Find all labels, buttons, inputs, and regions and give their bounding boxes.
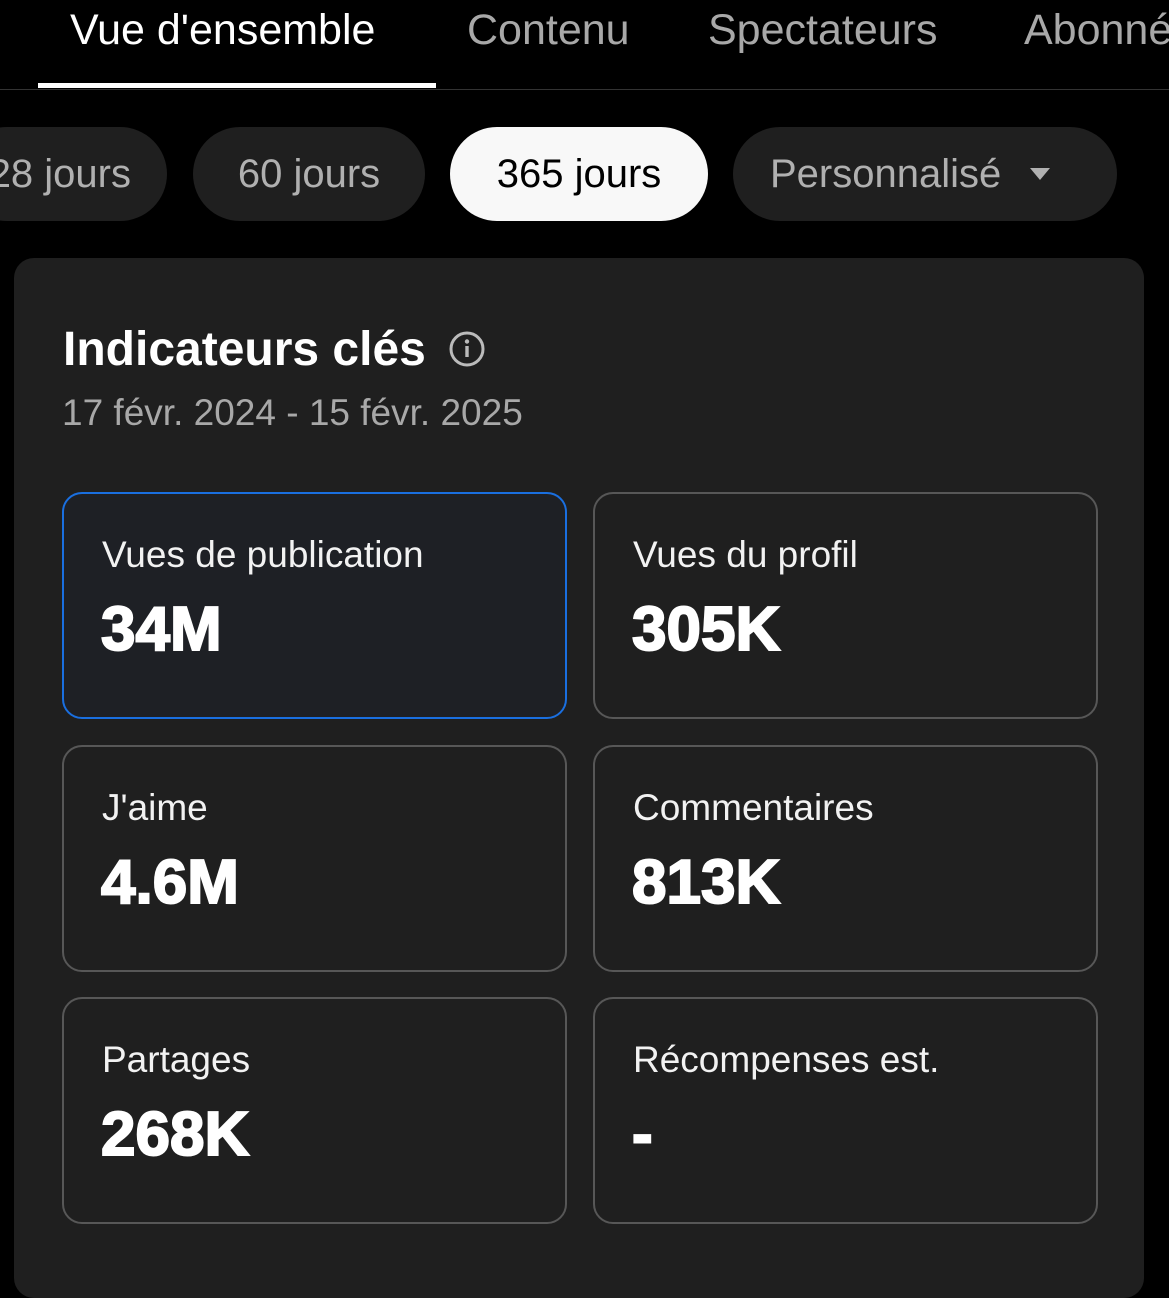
period-pill[interactable]: Personnalisé bbox=[733, 127, 1117, 221]
metric-tile[interactable]: Commentaires 813K bbox=[593, 745, 1098, 972]
metric-label: Vues de publication bbox=[102, 534, 424, 575]
title-text: Indicateurs clés bbox=[63, 323, 426, 376]
metrics-card bbox=[14, 258, 1144, 1298]
period-pill[interactable]: 365 jours bbox=[450, 127, 708, 221]
card-title: Indicateurs clés bbox=[63, 322, 487, 377]
metric-value: 34M bbox=[100, 594, 223, 665]
active-tab-indicator bbox=[38, 83, 436, 88]
date-range: 17 févr. 2024 - 15 févr. 2025 bbox=[62, 392, 523, 433]
metric-value: 813K bbox=[631, 847, 781, 918]
metric-value: 305K bbox=[631, 594, 781, 665]
metric-tile[interactable]: Partages 268K bbox=[62, 997, 567, 1224]
metric-label: Partages bbox=[102, 1039, 251, 1080]
tab[interactable]: Spectateurs bbox=[708, 6, 938, 54]
info-icon[interactable] bbox=[447, 329, 487, 369]
metric-label: J'aime bbox=[102, 787, 208, 828]
period-label: 28 jours bbox=[0, 151, 131, 196]
period-pill[interactable]: 28 jours bbox=[0, 127, 167, 221]
dropdown-arrow bbox=[1030, 168, 1051, 180]
divider bbox=[0, 89, 1169, 90]
tab[interactable]: Vue d'ensemble bbox=[70, 6, 376, 54]
tab[interactable]: Abonnés bbox=[1024, 6, 1169, 54]
metric-value: 268K bbox=[100, 1099, 250, 1170]
metric-tile[interactable]: Récompenses est. - bbox=[593, 997, 1098, 1224]
tab[interactable]: Contenu bbox=[467, 6, 630, 54]
metric-label: Commentaires bbox=[633, 787, 874, 828]
metric-value: 4.6M bbox=[100, 847, 240, 918]
metric-value: - bbox=[631, 1099, 654, 1170]
page: Vue d'ensembleContenuSpectateursAbonnés … bbox=[0, 6, 1169, 1298]
period-label: Personnalisé bbox=[770, 151, 1002, 196]
period-label: 60 jours bbox=[237, 151, 381, 196]
metric-label: Récompenses est. bbox=[633, 1039, 940, 1080]
metric-label: Vues du profil bbox=[633, 534, 858, 575]
period-label: 365 jours bbox=[496, 151, 662, 196]
metric-tile[interactable]: J'aime 4.6M bbox=[62, 745, 567, 972]
metric-tile[interactable]: Vues du profil 305K bbox=[593, 492, 1098, 719]
period-pill[interactable]: 60 jours bbox=[193, 127, 425, 221]
metric-tile[interactable]: Vues de publication 34M bbox=[62, 492, 567, 719]
